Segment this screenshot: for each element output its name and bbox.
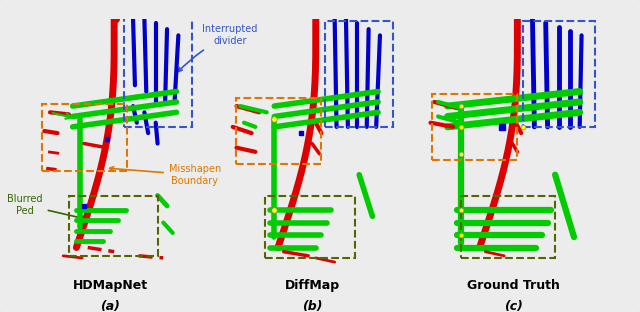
Bar [265,196,355,258]
Text: (c): (c) [504,300,523,312]
Text: (a): (a) [100,300,120,312]
Text: Misshapen
Boundary: Misshapen Boundary [109,164,221,186]
Bar [237,98,321,164]
Text: DiffMap: DiffMap [284,279,340,292]
Bar [325,21,393,127]
Bar [523,21,595,127]
Bar [124,17,191,127]
Text: Blurred
Ped: Blurred Ped [7,194,86,220]
Bar [461,196,555,258]
Text: (b): (b) [301,300,323,312]
Text: HDMapNet: HDMapNet [73,279,148,292]
Text: Ground Truth: Ground Truth [467,279,560,292]
Bar [433,94,517,160]
Bar [42,104,127,171]
Text: Interrupted
divider: Interrupted divider [178,24,258,72]
Bar [69,196,157,256]
